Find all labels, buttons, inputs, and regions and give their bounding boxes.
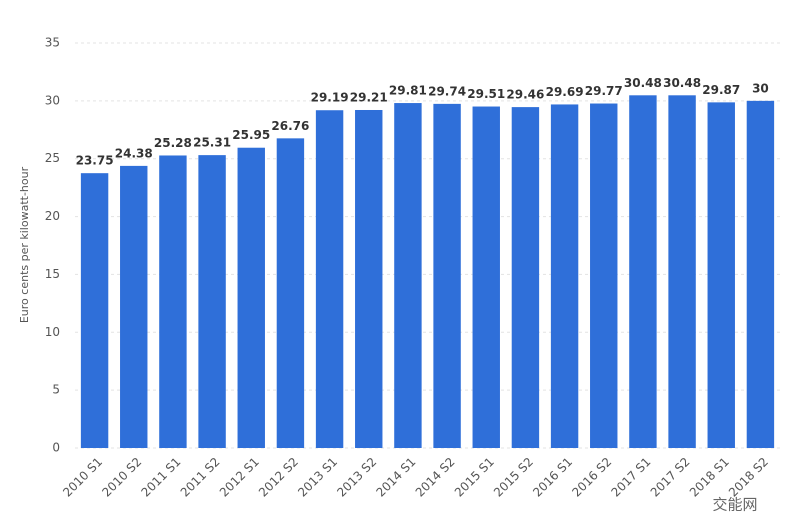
y-tick-label: 25	[45, 151, 60, 165]
value-label: 29.77	[585, 84, 623, 98]
x-tick-label: 2015 S2	[491, 455, 536, 500]
bar	[159, 155, 187, 448]
x-tick-label: 2014 S2	[413, 455, 458, 500]
value-label: 25.95	[232, 128, 270, 142]
value-label: 30	[752, 81, 769, 95]
x-tick-label: 2011 S2	[178, 455, 223, 500]
bar	[355, 109, 383, 449]
y-tick-label: 5	[52, 383, 60, 397]
value-label: 29.51	[467, 87, 505, 101]
x-tick-label: 2015 S1	[452, 455, 497, 500]
x-tick-label: 2010 S1	[60, 455, 105, 500]
value-label: 29.81	[389, 84, 427, 98]
bar	[276, 138, 305, 448]
value-label: 30.48	[663, 76, 701, 90]
y-axis-label: Euro cents per kilowatt-hour	[18, 166, 31, 323]
value-label: 29.21	[350, 90, 388, 104]
value-label: 24.38	[115, 146, 153, 160]
x-tick-label: 2012 S2	[256, 455, 301, 500]
value-label: 29.69	[546, 85, 584, 99]
x-tick-label: 2017 S1	[609, 455, 654, 500]
x-tick-label: 2014 S1	[374, 455, 419, 500]
bar	[394, 103, 422, 448]
x-tick-label: 2018 S2	[726, 455, 771, 500]
bar	[550, 104, 579, 449]
x-tick-label: 2016 S1	[530, 455, 575, 500]
bar	[472, 106, 500, 448]
x-tick-label: 2010 S2	[99, 455, 144, 500]
x-tick-label: 2017 S2	[648, 455, 693, 500]
bar	[198, 155, 226, 448]
value-label: 29.46	[506, 88, 544, 102]
y-tick-label: 0	[52, 441, 60, 455]
x-tick-label: 2013 S1	[295, 455, 340, 500]
x-tick-label: 2016 S2	[569, 455, 614, 500]
value-label: 30.48	[624, 76, 662, 90]
value-label: 25.31	[193, 136, 231, 150]
bar	[80, 173, 109, 448]
x-tick-label: 2011 S1	[139, 455, 184, 500]
y-tick-label: 35	[45, 36, 60, 50]
bar	[433, 103, 461, 448]
y-tick-label: 30	[45, 93, 60, 107]
bar	[707, 102, 735, 449]
bar	[120, 165, 148, 449]
value-label: 26.76	[271, 119, 309, 133]
bar	[590, 103, 618, 449]
y-tick-label: 15	[45, 267, 60, 281]
bar	[746, 100, 775, 448]
value-label: 29.74	[428, 84, 466, 98]
value-label: 29.87	[702, 83, 740, 97]
x-tick-label: 2013 S2	[334, 455, 379, 500]
bar	[629, 95, 657, 448]
bar	[511, 107, 540, 448]
watermark: 交能网	[712, 496, 757, 514]
x-tick-label: 2012 S1	[217, 455, 262, 500]
y-tick-label: 10	[45, 325, 60, 339]
value-label: 23.75	[76, 154, 114, 168]
value-label: 25.28	[154, 136, 192, 150]
value-label: 29.19	[311, 91, 349, 105]
bar	[668, 95, 696, 448]
bar	[237, 147, 265, 448]
bar	[315, 110, 344, 448]
y-tick-label: 20	[45, 209, 60, 223]
x-tick-label: 2018 S1	[687, 455, 732, 500]
